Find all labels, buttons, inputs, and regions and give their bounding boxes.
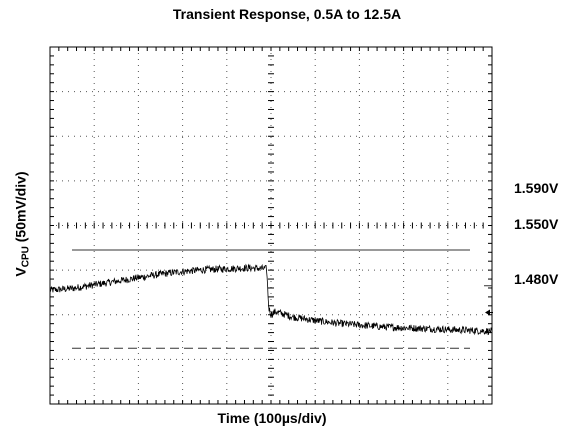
chart-title: Transient Response, 0.5A to 12.5A [172,6,402,22]
level-label-1480: 1.480V [514,271,559,287]
level-label-1590: 1.590V [514,180,559,196]
x-axis-label: Time (100µs/div) [217,410,327,426]
waveform-trace [49,263,493,336]
trigger-arrow-icon [485,309,490,316]
level-label-1550: 1.550V [514,216,559,232]
